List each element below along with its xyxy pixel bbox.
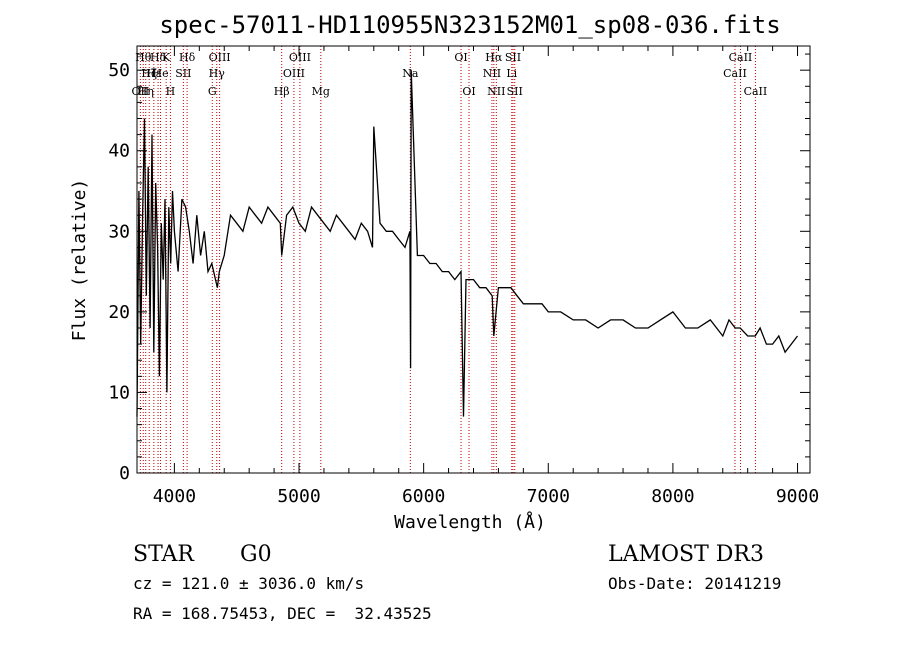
line-label: G: [208, 85, 217, 98]
line-labels: OIIHθHηHζHεHδHeKHSIIHδGHγOIIIHβOIIIOIIIM…: [132, 51, 768, 98]
line-label: Hη: [138, 85, 154, 98]
x-axis-label: Wavelength (Å): [394, 511, 546, 533]
x-tick-label: 8000: [651, 486, 694, 507]
line-label: Hδ: [150, 51, 167, 64]
plot-frame: [136, 45, 811, 474]
line-label: NII: [483, 67, 501, 80]
line-label: Na: [402, 67, 419, 80]
line-label: CaII: [744, 85, 768, 98]
x-tick-label: 7000: [527, 486, 570, 507]
y-axis-label: Flux (relative): [69, 179, 90, 342]
class-label: STAR: [133, 542, 195, 567]
line-label: NII: [487, 85, 505, 98]
y-tick-label: 50: [108, 60, 130, 81]
line-label: OII: [132, 85, 150, 98]
line-label: OIII: [283, 67, 305, 80]
obs-date-label: Obs-Date: 20141219: [608, 574, 781, 593]
y-tick-label: 30: [108, 221, 130, 242]
line-label: He: [153, 67, 169, 80]
y-axis: 0 10 20 30 40 50: [108, 53, 810, 484]
line-label: H: [166, 85, 176, 98]
x-tick-label: 4000: [153, 486, 196, 507]
line-label: SII: [507, 85, 523, 98]
chart-title: spec-57011-HD110955N323152M01_sp08-036.f…: [159, 11, 780, 39]
y-tick-label: 10: [108, 382, 130, 403]
coords-label: RA = 168.75453, DEC = 32.43525: [133, 604, 432, 623]
line-label: Hγ: [209, 67, 226, 80]
line-label: Hα: [485, 51, 503, 64]
line-label: OIII: [209, 51, 231, 64]
y-tick-label: 20: [108, 302, 130, 323]
line-label: CaII: [723, 67, 747, 80]
cz-label: cz = 121.0 ± 3036.0 km/s: [133, 574, 364, 593]
line-label: OI: [462, 85, 475, 98]
line-label: K: [162, 51, 171, 64]
line-label: SII: [505, 51, 521, 64]
line-label: Hβ: [274, 85, 290, 98]
x-tick-label: 6000: [402, 486, 445, 507]
x-tick-label: 5000: [277, 486, 320, 507]
line-label: Mg: [312, 85, 330, 98]
line-label: CaII: [729, 51, 753, 64]
line-label: SII: [175, 67, 191, 80]
x-tick-label: 9000: [776, 486, 819, 507]
line-label: Hδ: [179, 51, 196, 64]
subclass-label: G0: [240, 542, 272, 567]
line-markers: [139, 46, 756, 473]
survey-label: LAMOST DR3: [608, 542, 764, 567]
x-axis: 4000 5000 6000 7000 8000 9000: [153, 46, 819, 507]
y-tick-label: 40: [108, 141, 130, 162]
y-tick-label: 0: [119, 463, 130, 484]
line-label: Hε: [146, 67, 162, 80]
line-label: OI: [454, 51, 467, 64]
line-label: Li: [506, 67, 517, 80]
line-label: OIII: [289, 51, 311, 64]
spectrum-line: [136, 70, 799, 417]
